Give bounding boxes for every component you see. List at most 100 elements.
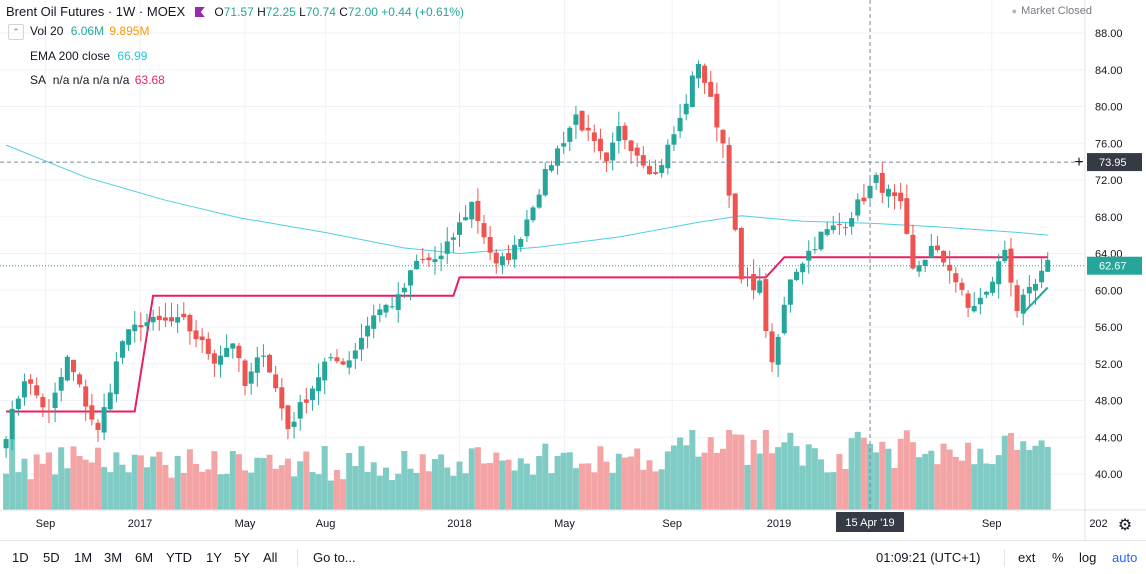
candle-body: [916, 265, 922, 272]
volume-bar: [603, 461, 610, 510]
candle-body: [506, 253, 512, 261]
range-1m[interactable]: 1M: [74, 550, 93, 565]
collapse-legend-button[interactable]: ⌃: [8, 24, 24, 40]
candle-body: [334, 357, 340, 362]
candle-body: [983, 291, 989, 295]
auto-toggle[interactable]: auto: [1112, 550, 1138, 565]
candle-body: [248, 371, 254, 384]
candle-body: [70, 359, 76, 373]
volume-bar: [137, 455, 144, 510]
volume-bar: [211, 451, 218, 510]
price-tick: 84.00: [1095, 65, 1123, 77]
plus-icon[interactable]: +: [1074, 154, 1083, 171]
volume-bar: [272, 468, 279, 510]
volume-bar: [431, 459, 438, 510]
range-3m[interactable]: 3M: [104, 550, 123, 565]
time-tick: 2017: [128, 518, 152, 530]
candle-body: [659, 165, 665, 174]
open-value: 71.57: [223, 5, 254, 19]
price-tick: 44.00: [1095, 432, 1123, 444]
ext-toggle[interactable]: ext: [1018, 550, 1036, 565]
percent-toggle[interactable]: %: [1052, 550, 1064, 565]
volume-bar: [101, 467, 108, 510]
candle-body: [475, 200, 481, 221]
range-6m[interactable]: 6M: [135, 550, 154, 565]
candle-body: [175, 317, 181, 323]
time-tick: Aug: [316, 518, 336, 530]
candle-body: [726, 145, 732, 196]
candle-body: [279, 387, 285, 409]
volume-bar: [407, 468, 414, 510]
volume-bar: [82, 459, 89, 510]
close-value: 72.00: [347, 5, 378, 19]
volume-bar: [805, 444, 812, 510]
time-tick: May: [235, 518, 256, 530]
low-value: 70.74: [305, 5, 336, 19]
ema-legend[interactable]: EMA 200 close 66.99: [30, 49, 147, 63]
volume-bar: [695, 456, 702, 510]
goto-button[interactable]: Go to...: [313, 550, 356, 565]
candle-body: [132, 324, 138, 332]
candle-body: [89, 405, 95, 420]
candle-body: [996, 261, 1002, 285]
volume-bar: [517, 458, 524, 510]
crosshair-price-text: 73.95: [1099, 157, 1127, 169]
candle-body: [46, 410, 52, 412]
candle-body: [211, 353, 217, 364]
volume-bar: [989, 464, 996, 510]
candle-body: [683, 103, 689, 115]
volume-bar: [45, 452, 52, 510]
chart-canvas[interactable]: + 88.0084.0080.0076.0072.0068.0064.0060.…: [0, 0, 1146, 540]
candle-body: [1014, 285, 1020, 312]
volume-bar: [523, 463, 530, 510]
symbol-title[interactable]: Brent Oil Futures · 1W · MOEX: [6, 4, 186, 19]
candle-body: [316, 377, 322, 392]
volume-bar: [321, 446, 328, 510]
volume-bar: [1032, 445, 1039, 510]
volume-bar: [860, 437, 867, 510]
change-value: +0.44 (+0.61%): [381, 5, 465, 19]
bottom-toolbar: 1D 5D 1M 3M 6M YTD 1Y 5Y All Go to... 01…: [0, 540, 1146, 574]
volume-bar: [395, 473, 402, 510]
candle-body: [267, 354, 273, 373]
range-1y[interactable]: 1Y: [206, 550, 222, 565]
volume-value: 6.06M: [70, 24, 105, 38]
candle-body: [665, 144, 671, 169]
candle-body: [113, 361, 119, 395]
candle-body: [585, 127, 591, 131]
last-price-text: 62.67: [1099, 261, 1127, 273]
volume-bar: [940, 443, 947, 510]
log-toggle[interactable]: log: [1079, 550, 1097, 565]
volume-bar: [640, 469, 647, 510]
range-1d[interactable]: 1D: [12, 550, 29, 565]
candle-body: [83, 386, 89, 407]
candle-body: [420, 259, 426, 261]
candle-body: [591, 132, 597, 142]
range-all[interactable]: All: [263, 550, 278, 565]
sa-legend[interactable]: SA n/a n/a n/a n/a 63.68: [30, 73, 165, 87]
volume-legend[interactable]: Vol 20 6.06M 9.895M: [30, 24, 149, 38]
volume-bar: [836, 453, 843, 510]
volume-bar: [732, 434, 739, 510]
volume-bar: [683, 445, 690, 510]
volume-bar: [468, 448, 475, 510]
volume-bar: [701, 452, 708, 510]
volume-bar: [168, 477, 175, 510]
volume-bar: [652, 471, 659, 510]
gear-icon[interactable]: ⚙: [1118, 515, 1132, 534]
volume-bar: [88, 462, 95, 510]
candle-body: [95, 422, 101, 430]
volume-bar: [719, 448, 726, 510]
candle-body: [646, 165, 652, 175]
close-label: C: [339, 5, 348, 19]
candle-body: [812, 249, 818, 251]
header-legend: Brent Oil Futures · 1W · MOEX O71.57 H72…: [6, 4, 464, 19]
range-ytd[interactable]: YTD: [166, 550, 192, 565]
candle-body: [407, 270, 413, 286]
range-5y[interactable]: 5Y: [234, 550, 250, 565]
candle-body: [297, 402, 303, 419]
volume-bar: [879, 441, 886, 510]
range-5d[interactable]: 5D: [43, 550, 60, 565]
crosshair: +: [0, 0, 1085, 510]
candle-body: [775, 336, 781, 365]
